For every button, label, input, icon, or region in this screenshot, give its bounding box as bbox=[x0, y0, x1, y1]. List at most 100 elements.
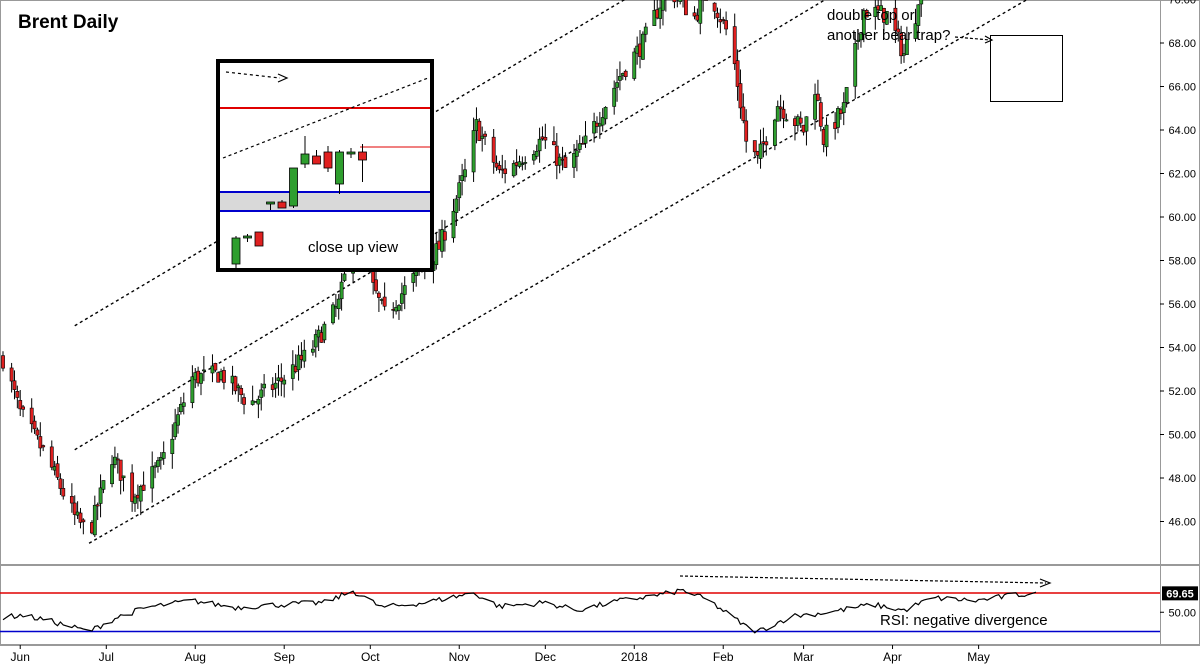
x-tick-label: Jul bbox=[99, 650, 114, 664]
candle-body bbox=[213, 363, 218, 371]
candle bbox=[732, 13, 737, 70]
candle bbox=[115, 453, 120, 474]
close-up-candle-body bbox=[358, 151, 367, 161]
candle bbox=[69, 483, 74, 513]
candle bbox=[61, 478, 66, 500]
candle bbox=[133, 493, 137, 512]
candle-body bbox=[457, 182, 462, 199]
candle-body bbox=[161, 452, 166, 459]
candle-body bbox=[543, 137, 548, 141]
candle bbox=[282, 374, 287, 398]
candle-body bbox=[95, 504, 100, 507]
candle bbox=[665, 0, 667, 12]
candle-body bbox=[534, 151, 539, 157]
candle bbox=[483, 130, 487, 146]
candle bbox=[161, 441, 166, 465]
candle-body bbox=[531, 154, 536, 161]
candle bbox=[9, 362, 14, 393]
candle-body bbox=[451, 210, 456, 239]
candle bbox=[543, 123, 548, 149]
candle-body bbox=[273, 382, 278, 389]
close-up-candle-body bbox=[231, 237, 241, 265]
candle-body bbox=[310, 348, 315, 353]
candle bbox=[463, 158, 467, 182]
candle-body bbox=[520, 163, 525, 166]
candle bbox=[236, 383, 241, 402]
candle bbox=[259, 383, 264, 411]
y-tick-label: 70.00 bbox=[1168, 0, 1196, 7]
candle bbox=[138, 484, 143, 516]
candle-body bbox=[841, 102, 846, 114]
y-tick-label: 58.00 bbox=[1168, 256, 1196, 268]
candle bbox=[110, 455, 114, 488]
candle bbox=[772, 118, 777, 151]
candle-body bbox=[563, 156, 568, 168]
candle-body bbox=[29, 407, 34, 425]
candle bbox=[623, 69, 628, 81]
close-up-candle-body bbox=[254, 231, 264, 247]
candle-body bbox=[32, 420, 37, 430]
candle-body bbox=[816, 93, 820, 101]
candle-body bbox=[190, 376, 195, 403]
x-tick-label: 2018 bbox=[621, 650, 648, 664]
candle-body bbox=[824, 124, 829, 148]
candle bbox=[339, 273, 344, 311]
candle bbox=[336, 294, 341, 320]
candle-body bbox=[732, 26, 737, 65]
double-top-box bbox=[990, 35, 1063, 102]
close-up-candle bbox=[289, 167, 298, 208]
candle-body bbox=[463, 169, 467, 178]
candle-body bbox=[615, 82, 619, 88]
candle-body bbox=[712, 2, 717, 12]
candle-body bbox=[552, 141, 556, 146]
candle-body bbox=[242, 397, 246, 405]
candle-body bbox=[603, 106, 608, 120]
candle-body bbox=[899, 32, 904, 57]
candle bbox=[118, 459, 123, 495]
candle-body bbox=[836, 108, 840, 128]
candle-body bbox=[176, 414, 180, 426]
candle-body bbox=[181, 402, 186, 407]
candle bbox=[491, 128, 496, 174]
candle-body bbox=[580, 143, 585, 145]
candle bbox=[434, 232, 439, 270]
close-up-candle-body bbox=[335, 151, 344, 185]
candle-body bbox=[262, 383, 267, 389]
candle bbox=[856, 34, 860, 50]
close-up-candle bbox=[254, 231, 264, 247]
candle bbox=[661, 0, 665, 26]
candle bbox=[402, 276, 407, 310]
candle bbox=[454, 195, 459, 227]
candle-body bbox=[600, 117, 605, 126]
x-tick-label: Dec bbox=[535, 650, 556, 664]
candle bbox=[239, 385, 244, 404]
candle bbox=[684, 0, 688, 16]
candle-body bbox=[222, 370, 226, 383]
candle-body bbox=[480, 135, 485, 139]
candle-body bbox=[442, 231, 447, 241]
candle bbox=[916, 4, 921, 33]
candle bbox=[497, 160, 502, 174]
candle bbox=[242, 393, 246, 415]
candle-body bbox=[813, 94, 817, 120]
candle-body bbox=[38, 436, 43, 449]
candle bbox=[12, 370, 17, 400]
candle bbox=[572, 144, 576, 178]
candle-body bbox=[612, 87, 617, 107]
y-tick-label: 52.00 bbox=[1168, 386, 1196, 398]
close-up-candle bbox=[312, 150, 321, 165]
candle-body bbox=[41, 445, 46, 448]
candle bbox=[552, 126, 556, 146]
candle-body bbox=[778, 106, 783, 110]
candle-body bbox=[101, 480, 106, 490]
candle-body bbox=[477, 120, 482, 141]
candle bbox=[563, 152, 568, 168]
candle bbox=[41, 444, 46, 452]
annotation-double-top-line1: double top or bbox=[827, 7, 915, 24]
candle-body bbox=[115, 458, 120, 461]
candle-body bbox=[781, 108, 786, 119]
candle bbox=[919, 0, 924, 17]
candle bbox=[98, 474, 103, 518]
candle-body bbox=[199, 373, 203, 384]
candle bbox=[816, 79, 820, 102]
